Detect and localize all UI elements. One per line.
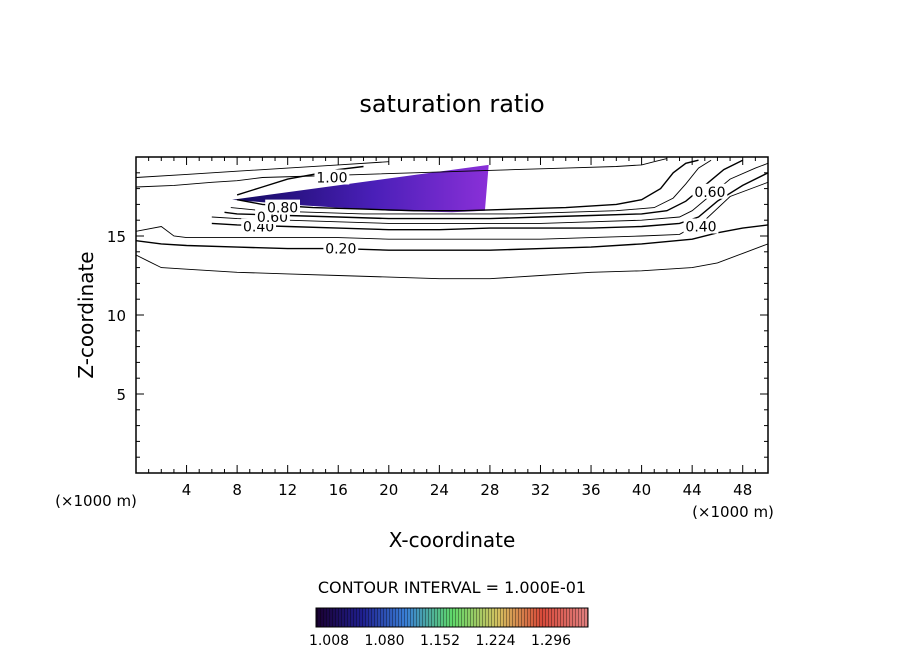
plot-area xyxy=(136,158,768,280)
contour-label: 0.60 xyxy=(694,185,725,201)
contour-line-0-2 xyxy=(136,224,768,251)
contour-interval-label: CONTOUR INTERVAL = 1.000E-01 xyxy=(318,578,586,597)
colorbar: 1.008 1.080 1.152 1.224 1.296 xyxy=(309,607,589,649)
colorbar-tick-labels: 1.008 1.080 1.152 1.224 1.296 xyxy=(309,633,571,649)
contour-label: 0.20 xyxy=(325,242,356,258)
y-tick-label: 5 xyxy=(116,386,126,404)
x-tick-label: 32 xyxy=(531,481,550,499)
contour-label-bg xyxy=(683,218,719,234)
colorbar-frame xyxy=(315,607,589,628)
axis-ticks xyxy=(136,157,768,473)
contour-label-bg xyxy=(314,169,350,185)
colorbar-tick-label: 1.224 xyxy=(475,633,515,649)
x-unit-label-left: (×1000 m) xyxy=(55,492,137,510)
x-tick-label: 24 xyxy=(430,481,449,499)
x-tick-label: 36 xyxy=(581,481,600,499)
contour-label: 0.40 xyxy=(685,220,716,236)
x-tick-label: 12 xyxy=(278,481,297,499)
x-axis-title: X-coordinate xyxy=(389,528,516,552)
y-axis-title: Z-coordinate xyxy=(74,251,98,378)
colorbar-tick-label: 1.296 xyxy=(531,633,571,649)
contour-line-1 xyxy=(236,165,364,196)
contour-line-0-1 xyxy=(136,243,768,280)
x-tick-label: 28 xyxy=(480,481,499,499)
contour-labels: 0.200.400.600.801.000.400.60 xyxy=(241,169,728,258)
contour-label: 0.80 xyxy=(267,201,298,217)
x-tick-label: 16 xyxy=(329,481,348,499)
x-tick-label: 8 xyxy=(232,481,242,499)
contour-line-0-7 xyxy=(230,159,712,215)
colorbar-tick-label: 1.080 xyxy=(364,633,404,649)
contour-line-0-4 xyxy=(211,172,768,231)
x-tick-labels: 4 8 12 16 20 24 28 32 36 40 44 48 xyxy=(182,481,752,499)
y-tick-label: 10 xyxy=(107,307,126,325)
x-tick-label: 20 xyxy=(379,481,398,499)
x-tick-label: 48 xyxy=(733,481,752,499)
contour-label-bg xyxy=(692,183,728,199)
contour-label: 1.00 xyxy=(316,171,347,187)
chart-title: saturation ratio xyxy=(359,90,544,118)
colorbar-tick-label: 1.008 xyxy=(309,633,349,649)
x-unit-label-right: (×1000 m) xyxy=(692,503,774,521)
x-tick-label: 44 xyxy=(683,481,702,499)
contour-line-0-9 xyxy=(136,161,389,178)
contour-line-0-9 xyxy=(136,158,668,188)
colorbar-stripes xyxy=(316,608,588,627)
x-tick-label: 4 xyxy=(182,481,192,499)
x-tick-label: 40 xyxy=(632,481,651,499)
y-tick-labels: 5 10 15 xyxy=(107,228,126,404)
colorbar-tick-label: 1.152 xyxy=(420,633,460,649)
contour-label-bg xyxy=(265,199,300,215)
y-tick-label: 15 xyxy=(107,228,126,246)
contour-label-bg xyxy=(323,240,359,256)
